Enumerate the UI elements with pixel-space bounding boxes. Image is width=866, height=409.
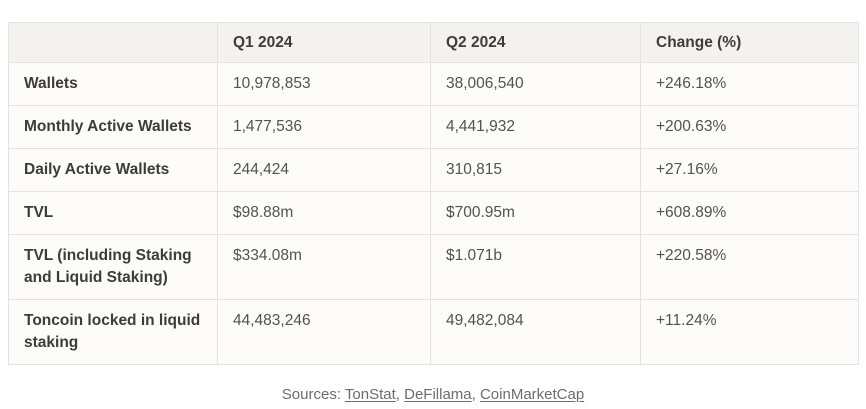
q1-value: 10,978,853 <box>217 62 431 106</box>
q1-value: 44,483,246 <box>217 299 431 365</box>
source-links: TonStat, DeFillama, CoinMarketCap <box>344 386 585 403</box>
column-header-metric <box>8 22 218 63</box>
table-row: TVL $98.88m $700.95m +608.89% <box>8 191 859 235</box>
table-header: Q1 2024 Q2 2024 Change (%) <box>8 22 859 63</box>
row-label: Daily Active Wallets <box>8 148 218 192</box>
table-row: Daily Active Wallets 244,424 310,815 +27… <box>8 148 859 192</box>
column-header-change: Change (%) <box>640 22 859 63</box>
change-value: +27.16% <box>640 148 859 192</box>
q1-value: $98.88m <box>217 191 431 235</box>
q2-value: 38,006,540 <box>430 62 641 106</box>
change-value: +246.18% <box>640 62 859 106</box>
change-value: +200.63% <box>640 105 859 149</box>
source-link[interactable]: DeFillama <box>404 386 472 403</box>
row-label: Wallets <box>8 62 218 106</box>
sources-line: Sources: TonStat, DeFillama, CoinMarketC… <box>0 386 866 403</box>
source-link[interactable]: CoinMarketCap <box>479 386 585 403</box>
change-value: +220.58% <box>640 234 859 300</box>
change-value: +608.89% <box>640 191 859 235</box>
table-row: Monthly Active Wallets 1,477,536 4,441,9… <box>8 105 859 149</box>
column-header-q2-2024: Q2 2024 <box>430 22 641 63</box>
column-header-q1-2024: Q1 2024 <box>217 22 431 63</box>
source-link[interactable]: TonStat <box>344 386 396 403</box>
table-body: Wallets 10,978,853 38,006,540 +246.18% M… <box>8 62 859 365</box>
change-value: +11.24% <box>640 299 859 365</box>
q2-value: 4,441,932 <box>430 105 641 149</box>
table-row: Toncoin locked in liquid staking 44,483,… <box>8 299 859 365</box>
header-row: Q1 2024 Q2 2024 Change (%) <box>8 22 859 63</box>
q2-value: 49,482,084 <box>430 299 641 365</box>
row-label: Monthly Active Wallets <box>8 105 218 149</box>
q2-value: $700.95m <box>430 191 641 235</box>
q1-value: 1,477,536 <box>217 105 431 149</box>
row-label: Toncoin locked in liquid staking <box>8 299 218 365</box>
sources-label: Sources: <box>281 386 345 403</box>
q2-value: $1.071b <box>430 234 641 300</box>
q2-value: 310,815 <box>430 148 641 192</box>
table-row: TVL (including Staking and Liquid Stakin… <box>8 234 859 300</box>
row-label: TVL (including Staking and Liquid Stakin… <box>8 234 218 300</box>
row-label: TVL <box>8 191 218 235</box>
q1-value: 244,424 <box>217 148 431 192</box>
table-row: Wallets 10,978,853 38,006,540 +246.18% <box>8 62 859 106</box>
q1-value: $334.08m <box>217 234 431 300</box>
stats-table: Q1 2024 Q2 2024 Change (%) Wallets 10,97… <box>8 22 859 365</box>
